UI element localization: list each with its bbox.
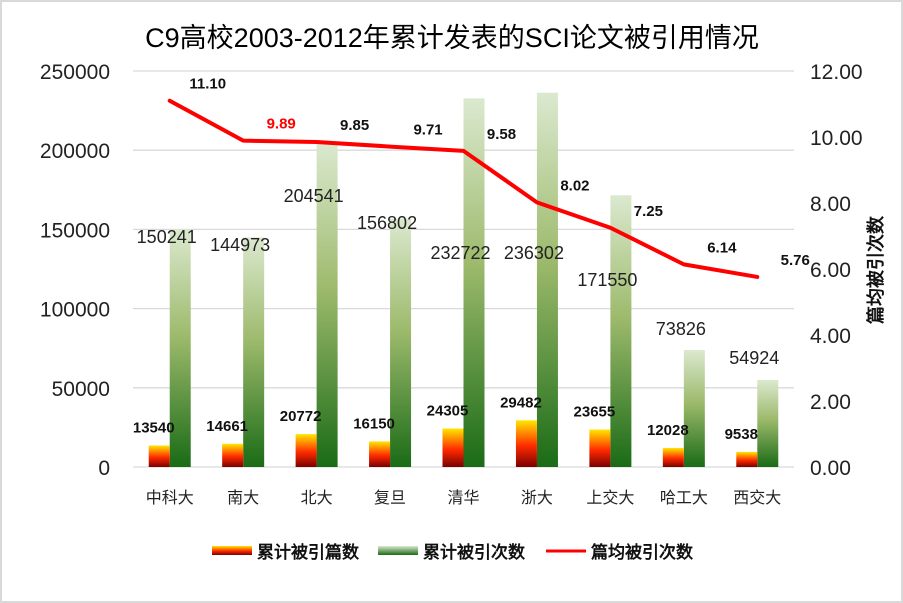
bar-cited-papers xyxy=(148,445,170,467)
legend-item-avg-citations[interactable]: 篇均被引次数 xyxy=(546,542,694,563)
data-label-cumulative-citations: 144973 xyxy=(210,235,270,255)
line-point xyxy=(609,227,611,229)
bar-cited-papers xyxy=(515,420,537,467)
data-label-cumulative-citations: 156802 xyxy=(357,213,417,233)
right-axis-tick-label: 2.00 xyxy=(810,391,851,414)
data-label-cited-papers: 29482 xyxy=(500,394,542,411)
legend-label: 累计被引篇数 xyxy=(257,542,360,563)
category-label: 清华 xyxy=(447,488,479,507)
bar-cited-papers xyxy=(295,434,317,467)
line-point xyxy=(316,141,318,143)
line-point xyxy=(169,100,171,102)
labels-cited-papers: 13540 14661 20772 16150 24305 29482 23655 12028… xyxy=(133,394,758,443)
right-axis-tick-label: 6.00 xyxy=(810,259,851,282)
category-label: 哈工大 xyxy=(660,488,708,507)
data-label-cumulative-citations: 171550 xyxy=(577,270,637,290)
left-axis-tick-label: 150000 xyxy=(40,219,110,242)
right-axis-ticks: 0.00 2.00 4.00 6.00 8.00 10.00 12.00 xyxy=(810,61,863,480)
legend-item-cited-papers[interactable]: 累计被引篇数 xyxy=(212,542,360,563)
data-label-avg-citations: 9.85 xyxy=(340,117,369,134)
bar-cumulative-citations xyxy=(243,237,265,467)
legend-swatch-orange xyxy=(212,546,252,555)
right-axis-tick-label: 10.00 xyxy=(810,127,863,150)
line-point xyxy=(242,140,244,142)
bar-cumulative-citations xyxy=(683,350,705,467)
data-label-cited-papers: 14661 xyxy=(206,418,248,435)
left-axis-tick-label: 0 xyxy=(98,457,110,480)
legend-item-cumulative-citations[interactable]: 累计被引次数 xyxy=(378,542,526,563)
bar-cited-papers xyxy=(736,451,758,467)
bar-cumulative-citations xyxy=(536,92,558,467)
left-axis-tick-label: 100000 xyxy=(40,299,110,322)
left-axis-ticks: 0 50000 100000 150000 200000 250000 xyxy=(40,61,110,480)
data-label-cumulative-citations: 236302 xyxy=(504,243,564,263)
data-label-cited-papers: 9538 xyxy=(725,426,758,443)
data-label-cited-papers: 24305 xyxy=(427,403,469,420)
bar-cumulative-citations xyxy=(316,143,338,467)
line-point xyxy=(463,150,464,152)
series-avg-citations xyxy=(167,98,760,279)
data-label-avg-citations: 8.02 xyxy=(560,177,589,194)
line-point xyxy=(389,146,391,148)
right-axis-tick-label: 0.00 xyxy=(810,457,851,480)
bar-cited-papers xyxy=(662,447,684,467)
data-label-cited-papers: 12028 xyxy=(647,422,689,439)
bar-cumulative-citations xyxy=(463,98,485,468)
category-label: 北大 xyxy=(301,488,333,507)
data-label-cited-papers: 20772 xyxy=(280,408,322,425)
data-label-cumulative-citations: 54924 xyxy=(729,348,779,368)
left-axis-tick-label: 200000 xyxy=(40,140,110,163)
chart-title: C9高校2003-2012年累计发表的SCI论文被引用情况 xyxy=(145,23,759,53)
legend-label: 篇均被引次数 xyxy=(590,542,694,563)
data-label-avg-citations: 7.25 xyxy=(634,203,663,220)
data-label-avg-citations: 6.14 xyxy=(707,239,737,256)
bar-cited-papers xyxy=(442,428,464,467)
data-label-avg-citations: 9.89 xyxy=(267,116,296,133)
line-point xyxy=(683,263,685,265)
legend-label: 累计被引次数 xyxy=(423,542,526,563)
labels-cumulative-citations: 150241 144973 204541 156802 232722 236302 1715… xyxy=(137,186,780,368)
line-point xyxy=(536,201,538,203)
bar-cumulative-citations xyxy=(169,229,191,467)
bar-cumulative-citations xyxy=(757,380,779,467)
data-label-cumulative-citations: 232722 xyxy=(430,243,490,263)
bar-cumulative-citations xyxy=(610,195,632,467)
series-cumulative-citations xyxy=(169,92,779,468)
category-label: 复旦 xyxy=(374,488,406,507)
category-label: 上交大 xyxy=(586,488,634,507)
left-axis-tick-label: 50000 xyxy=(52,378,110,401)
category-axis-labels: 中科大 南大 北大 复旦 清华 浙大 上交大 哈工大 西交大 xyxy=(146,488,782,507)
right-axis-tick-label: 4.00 xyxy=(810,325,851,348)
data-label-cumulative-citations: 150241 xyxy=(137,227,197,247)
data-label-avg-citations: 9.58 xyxy=(487,126,516,143)
legend-swatch-green xyxy=(378,546,418,555)
data-label-cited-papers: 23655 xyxy=(574,404,616,421)
bar-cumulative-citations xyxy=(390,218,412,467)
category-label: 浙大 xyxy=(521,488,553,507)
bar-cited-papers xyxy=(589,429,611,467)
right-axis-tick-label: 12.00 xyxy=(810,61,863,84)
data-label-avg-citations: 9.71 xyxy=(413,122,442,139)
category-label: 中科大 xyxy=(146,488,194,507)
data-label-cumulative-citations: 204541 xyxy=(284,186,344,206)
legend: 累计被引篇数 累计被引次数 篇均被引次数 xyxy=(212,542,694,563)
data-label-cumulative-citations: 73826 xyxy=(656,319,706,339)
category-label: 南大 xyxy=(227,488,259,507)
right-axis-tick-label: 8.00 xyxy=(810,193,851,216)
bar-cited-papers xyxy=(369,441,391,467)
right-axis-title: 篇均被引次数 xyxy=(865,215,887,324)
data-label-cited-papers: 16150 xyxy=(353,415,395,432)
series-cited-papers xyxy=(148,420,758,467)
data-label-avg-citations: 5.76 xyxy=(781,252,810,269)
labels-avg-citations: 11.10 9.89 9.85 9.71 9.58 8.02 7.25 6.14 5.76 xyxy=(189,76,810,269)
category-label: 西交大 xyxy=(733,488,781,507)
line-point xyxy=(756,276,758,278)
bar-cited-papers xyxy=(222,443,244,467)
data-label-avg-citations: 11.10 xyxy=(189,76,226,93)
left-axis-tick-label: 250000 xyxy=(40,61,110,84)
data-label-cited-papers: 13540 xyxy=(133,420,175,437)
